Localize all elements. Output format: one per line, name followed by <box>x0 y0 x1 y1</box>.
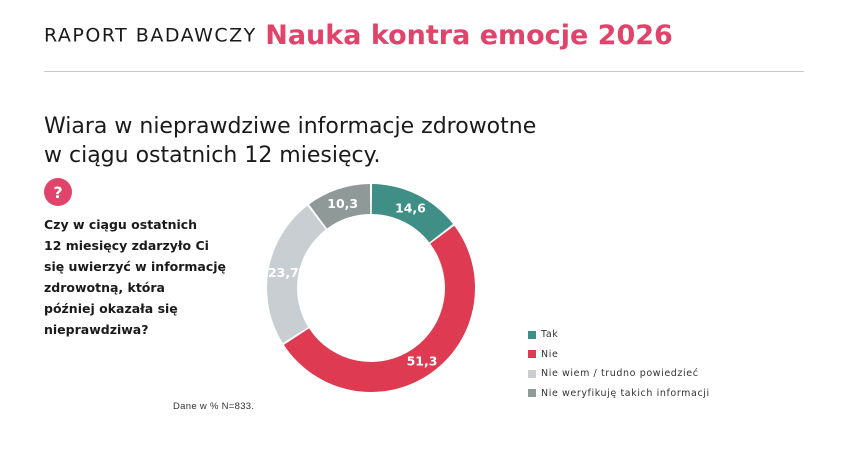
donut-slice-value-label: 14,6 <box>395 201 426 216</box>
donut-slice <box>371 184 453 243</box>
legend-item: Nie weryfikuję takich informacji <box>528 384 710 404</box>
survey-question: Czy w ciągu ostatnich 12 miesięcy zdarzy… <box>44 214 234 340</box>
legend-swatch <box>528 350 536 359</box>
question-icon: ? <box>44 178 72 206</box>
survey-question-line: nieprawdziwa? <box>44 322 149 337</box>
legend-label: Nie wiem / trudno powiedzieć <box>541 368 699 380</box>
survey-question-line: później okazała się <box>44 301 178 316</box>
legend-swatch <box>528 369 536 378</box>
chart-legend: Tak Nie Nie wiem / trudno powiedzieć Nie we… <box>528 325 710 403</box>
legend-swatch <box>528 330 536 339</box>
donut-slice-value-label: 51,3 <box>407 353 438 368</box>
report-brand-title: Nauka kontra emocje 2026 <box>265 20 673 51</box>
report-label: RAPORT BADAWCZY <box>44 24 257 47</box>
legend-item: Tak <box>528 325 710 345</box>
donut-slice <box>283 225 476 393</box>
legend-item: Nie <box>528 345 710 365</box>
survey-question-line: się uwierzyć w informację <box>44 259 227 274</box>
chart-title: Wiara w nieprawdziwe informacje zdrowotn… <box>44 112 604 170</box>
legend-label: Nie weryfikuję takich informacji <box>541 387 710 399</box>
survey-question-line: Czy w ciągu ostatnich <box>44 217 198 232</box>
legend-label: Tak <box>541 329 559 341</box>
survey-question-line: 12 miesięcy zdarzyło Ci <box>44 238 209 253</box>
legend-label: Nie <box>541 348 559 360</box>
donut-slice <box>309 184 371 229</box>
chart-title-line: Wiara w nieprawdziwe informacje zdrowotn… <box>44 114 537 139</box>
survey-question-line: zdrowotną, która <box>44 280 165 295</box>
legend-item: Nie wiem / trudno powiedzieć <box>528 364 710 384</box>
donut-slice <box>267 205 326 343</box>
header-divider <box>44 71 804 72</box>
chart-title-line: w ciągu ostatnich 12 miesięcy. <box>44 143 381 168</box>
legend-swatch <box>528 389 536 398</box>
donut-slice-value-label: 23,7 <box>268 265 299 280</box>
donut-slice-value-label: 10,3 <box>327 196 358 211</box>
report-header: RAPORT BADAWCZY Nauka kontra emocje 2026 <box>44 20 673 51</box>
data-source-note: Dane w % N=833. <box>173 401 255 412</box>
